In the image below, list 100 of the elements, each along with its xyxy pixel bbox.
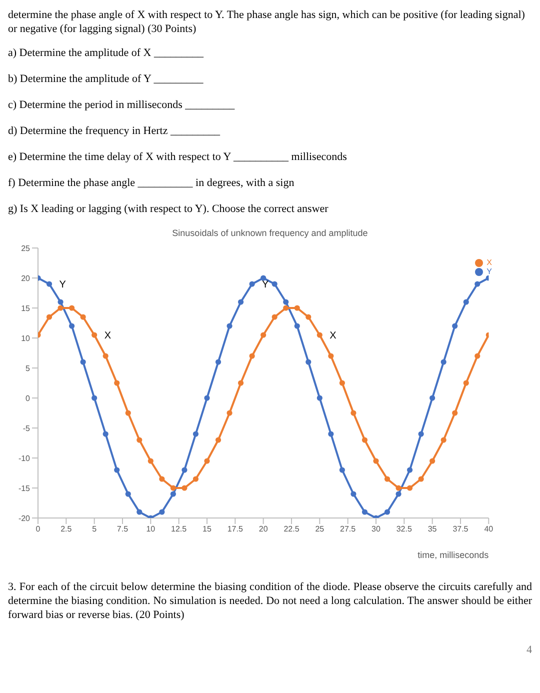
point xyxy=(58,299,64,305)
legend-label: Y xyxy=(486,267,492,276)
point xyxy=(102,353,108,359)
point xyxy=(102,431,108,437)
point xyxy=(316,395,322,401)
point xyxy=(192,431,199,437)
point xyxy=(339,380,345,386)
annotation: X xyxy=(104,330,112,342)
point xyxy=(463,380,469,386)
point xyxy=(249,353,255,359)
x-tick-label: 12.5 xyxy=(171,524,188,534)
x-tick-label: 40 xyxy=(484,524,494,534)
point xyxy=(192,476,199,482)
x-tick-label: 10 xyxy=(146,524,156,534)
text: e) Determine the time delay of X with respect to Y __________ milliseconds xyxy=(8,150,348,164)
point xyxy=(316,332,322,338)
point xyxy=(328,353,334,359)
point xyxy=(440,437,446,443)
point xyxy=(80,359,86,365)
point xyxy=(294,323,300,329)
point xyxy=(350,410,356,416)
point xyxy=(418,476,424,482)
point xyxy=(362,437,368,443)
point xyxy=(215,359,222,365)
y-tick-label: -20 xyxy=(18,514,31,523)
point xyxy=(440,359,446,365)
point xyxy=(328,431,334,437)
point xyxy=(136,437,142,443)
y-tick-label: -10 xyxy=(18,454,31,463)
point xyxy=(474,281,480,287)
text: determine the phase angle of X with respect to Y. The phase angle has sign, which can be positive (for leading signal) or negative (for lagging signal) (30 Points) xyxy=(8,8,526,36)
point xyxy=(92,332,98,338)
y-tick-label: 20 xyxy=(21,274,31,283)
point xyxy=(226,323,232,329)
point xyxy=(46,314,52,320)
x-tick-label: 22.5 xyxy=(284,524,300,534)
point xyxy=(283,299,289,305)
point xyxy=(418,431,424,437)
point xyxy=(204,395,210,401)
legend-label: X xyxy=(486,258,492,267)
y-tick-label: 0 xyxy=(26,394,31,403)
point xyxy=(384,476,390,482)
point xyxy=(306,359,312,365)
annotation: Y xyxy=(59,280,66,291)
chart-title: Sinusoidals of unknown frequency and amplitude xyxy=(171,228,369,238)
point xyxy=(159,509,165,515)
point xyxy=(46,281,52,287)
x-tick-label: 27.5 xyxy=(340,524,356,534)
point xyxy=(396,485,402,491)
point xyxy=(406,467,413,473)
point xyxy=(373,458,379,464)
x-tick-label: 37.5 xyxy=(452,524,469,534)
text: d) Determine the frequency in Hertz _________ xyxy=(8,124,221,138)
x-tick-label: 30 xyxy=(372,524,381,534)
x-tick-label: 2.5 xyxy=(60,524,72,534)
point xyxy=(362,509,368,515)
x-axis-title: time, milliseconds xyxy=(418,550,490,560)
point xyxy=(125,491,131,497)
point xyxy=(148,458,154,464)
point xyxy=(249,281,255,287)
x-tick-label: 5 xyxy=(92,524,98,534)
point xyxy=(159,476,165,482)
point xyxy=(182,467,188,473)
point xyxy=(260,332,266,338)
point xyxy=(463,299,469,305)
point xyxy=(170,491,176,497)
point xyxy=(452,323,458,329)
point xyxy=(474,353,480,359)
point xyxy=(238,299,244,305)
point xyxy=(182,485,188,491)
text: g) Is X leading or lagging (with respect to Y). Choose the correct answer xyxy=(8,202,330,216)
annotation: Y xyxy=(262,280,270,291)
x-tick-label: 35 xyxy=(428,524,438,534)
text: a) Determine the amplitude of X _________ xyxy=(8,46,205,60)
point xyxy=(80,314,86,320)
y-tick-label: -5 xyxy=(22,424,31,433)
annotation: X xyxy=(330,330,337,342)
x-tick-label: 7.5 xyxy=(116,524,129,534)
point xyxy=(396,491,402,497)
point xyxy=(260,275,266,281)
y-tick-label: 10 xyxy=(21,334,31,343)
point xyxy=(69,323,75,329)
point xyxy=(452,410,458,416)
point xyxy=(406,485,413,491)
y-tick-label: -15 xyxy=(18,484,31,493)
point xyxy=(350,491,356,497)
text: b) Determine the amplitude of Y _________ xyxy=(8,72,204,86)
point xyxy=(272,281,278,287)
text: c) Determine the period in milliseconds _________ xyxy=(8,98,236,112)
x-tick-label: 25 xyxy=(315,524,325,534)
y-tick-label: 5 xyxy=(26,364,31,373)
x-tick-label: 15 xyxy=(202,524,212,534)
point xyxy=(283,305,289,311)
x-tick-label: 17.5 xyxy=(227,524,244,534)
text: 4 xyxy=(526,644,532,656)
point xyxy=(430,395,436,401)
x-tick-label: 20 xyxy=(258,524,268,534)
text: f) Determine the phase angle __________ in degrees, with a sign xyxy=(8,176,296,190)
point xyxy=(339,467,345,473)
point xyxy=(306,314,312,320)
